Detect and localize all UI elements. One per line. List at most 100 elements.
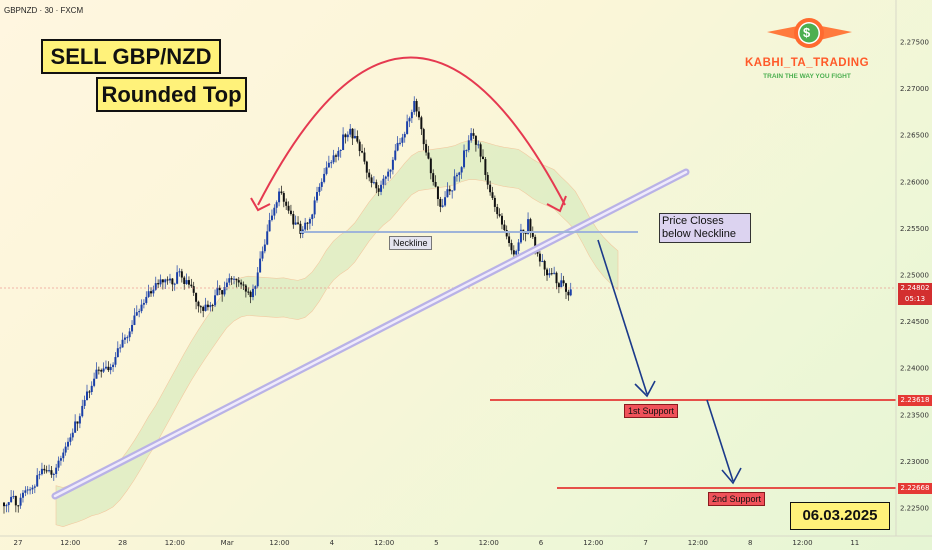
candle-body: [306, 222, 309, 224]
time-tick-label: 12:00: [374, 539, 394, 547]
candle-body: [406, 121, 409, 134]
candle-body: [470, 133, 473, 141]
arc-arrowhead-right: [546, 195, 567, 213]
cloud-band: [55, 140, 619, 527]
candle-body: [534, 236, 537, 250]
rounded-top-arc: [257, 56, 566, 206]
candle-body: [133, 315, 136, 325]
candle-body: [180, 271, 183, 278]
candle-body: [31, 487, 34, 490]
candle-body: [116, 348, 119, 358]
candle-body: [529, 219, 532, 232]
candle-body: [363, 152, 366, 162]
candle-body: [451, 190, 454, 192]
candle-body: [285, 201, 288, 206]
candle-body: [270, 215, 273, 221]
candle-body: [88, 391, 91, 393]
trendline-inner: [53, 170, 688, 498]
candles: [3, 96, 572, 514]
candle-body: [519, 229, 522, 243]
candle-body: [78, 416, 81, 424]
time-tick-label: 12:00: [583, 539, 603, 547]
candle-body: [247, 291, 250, 293]
candle-body: [107, 366, 110, 371]
candle-body: [176, 272, 179, 284]
candle-body: [541, 260, 544, 262]
price-tick-label: 2.25500: [900, 225, 929, 233]
candle-body: [486, 174, 489, 185]
candle-body: [138, 311, 141, 313]
candle-body: [446, 189, 449, 198]
candle-body: [33, 486, 36, 488]
candle-body: [365, 161, 368, 173]
time-tick-label: 27: [14, 539, 23, 547]
candle-body: [185, 280, 188, 284]
candle-body: [372, 182, 375, 184]
candle-body: [154, 283, 157, 290]
candle-body: [429, 158, 432, 174]
time-tick-label: 11: [850, 539, 859, 547]
candle-body: [458, 172, 461, 175]
candle-body: [339, 149, 342, 151]
support2-label: 2nd Support: [708, 492, 766, 506]
candle-body: [344, 134, 347, 138]
time-tick-label: 12:00: [60, 539, 80, 547]
candle-body: [249, 291, 252, 298]
candle-body: [83, 400, 86, 406]
time-tick-label: 6: [539, 539, 544, 547]
candle-body: [569, 289, 572, 296]
price-tick-label: 2.23500: [900, 411, 929, 419]
candle-body: [197, 301, 200, 307]
candle-body: [50, 470, 53, 475]
candle-body: [567, 291, 570, 296]
candle-body: [484, 159, 487, 175]
candle-body: [275, 202, 278, 208]
time-tick-label: 12:00: [269, 539, 289, 547]
candle-body: [90, 385, 93, 393]
candle-body: [206, 304, 209, 308]
candle-body: [67, 441, 70, 447]
arc-arrowhead-left: [250, 197, 271, 212]
candle-body: [40, 468, 43, 475]
candle-body: [21, 492, 24, 498]
candle-body: [128, 331, 131, 338]
price-tick-label: 2.22500: [900, 505, 929, 513]
candle-body: [214, 295, 217, 306]
candle-body: [240, 282, 243, 285]
candle-body: [150, 291, 153, 294]
candle-body: [337, 150, 340, 157]
candle-body: [5, 505, 8, 507]
candle-body: [382, 178, 385, 185]
candle-body: [297, 222, 300, 224]
candle-body: [377, 188, 380, 192]
candle-body: [38, 474, 41, 476]
candle-body: [467, 140, 470, 151]
candle-body: [565, 283, 567, 292]
candle-body: [370, 177, 373, 183]
candle-body: [228, 278, 231, 283]
candle-body: [202, 306, 205, 311]
candle-body: [266, 231, 269, 245]
neckline-label: Neckline: [389, 236, 432, 250]
candle-body: [560, 280, 563, 288]
price-tick-label: 2.24000: [900, 365, 929, 373]
time-tick-label: 4: [330, 539, 335, 547]
candle-body: [325, 167, 328, 174]
candle-body: [316, 192, 319, 201]
candle-body: [417, 111, 420, 118]
candle-body: [505, 230, 508, 237]
candle-body: [550, 273, 553, 275]
candle-body: [119, 347, 122, 349]
candle-body: [76, 421, 79, 424]
candle-body: [280, 191, 283, 194]
candle-body: [161, 279, 164, 283]
candle-body: [223, 286, 226, 295]
candle-body: [396, 142, 399, 151]
candle-body: [166, 279, 169, 281]
candle-body: [261, 251, 264, 259]
price-axis: 2.27500 2.27000 2.26500 2.26000 2.25500 2.250…: [900, 38, 929, 512]
candle-body: [159, 279, 162, 285]
candle-body: [477, 144, 480, 146]
